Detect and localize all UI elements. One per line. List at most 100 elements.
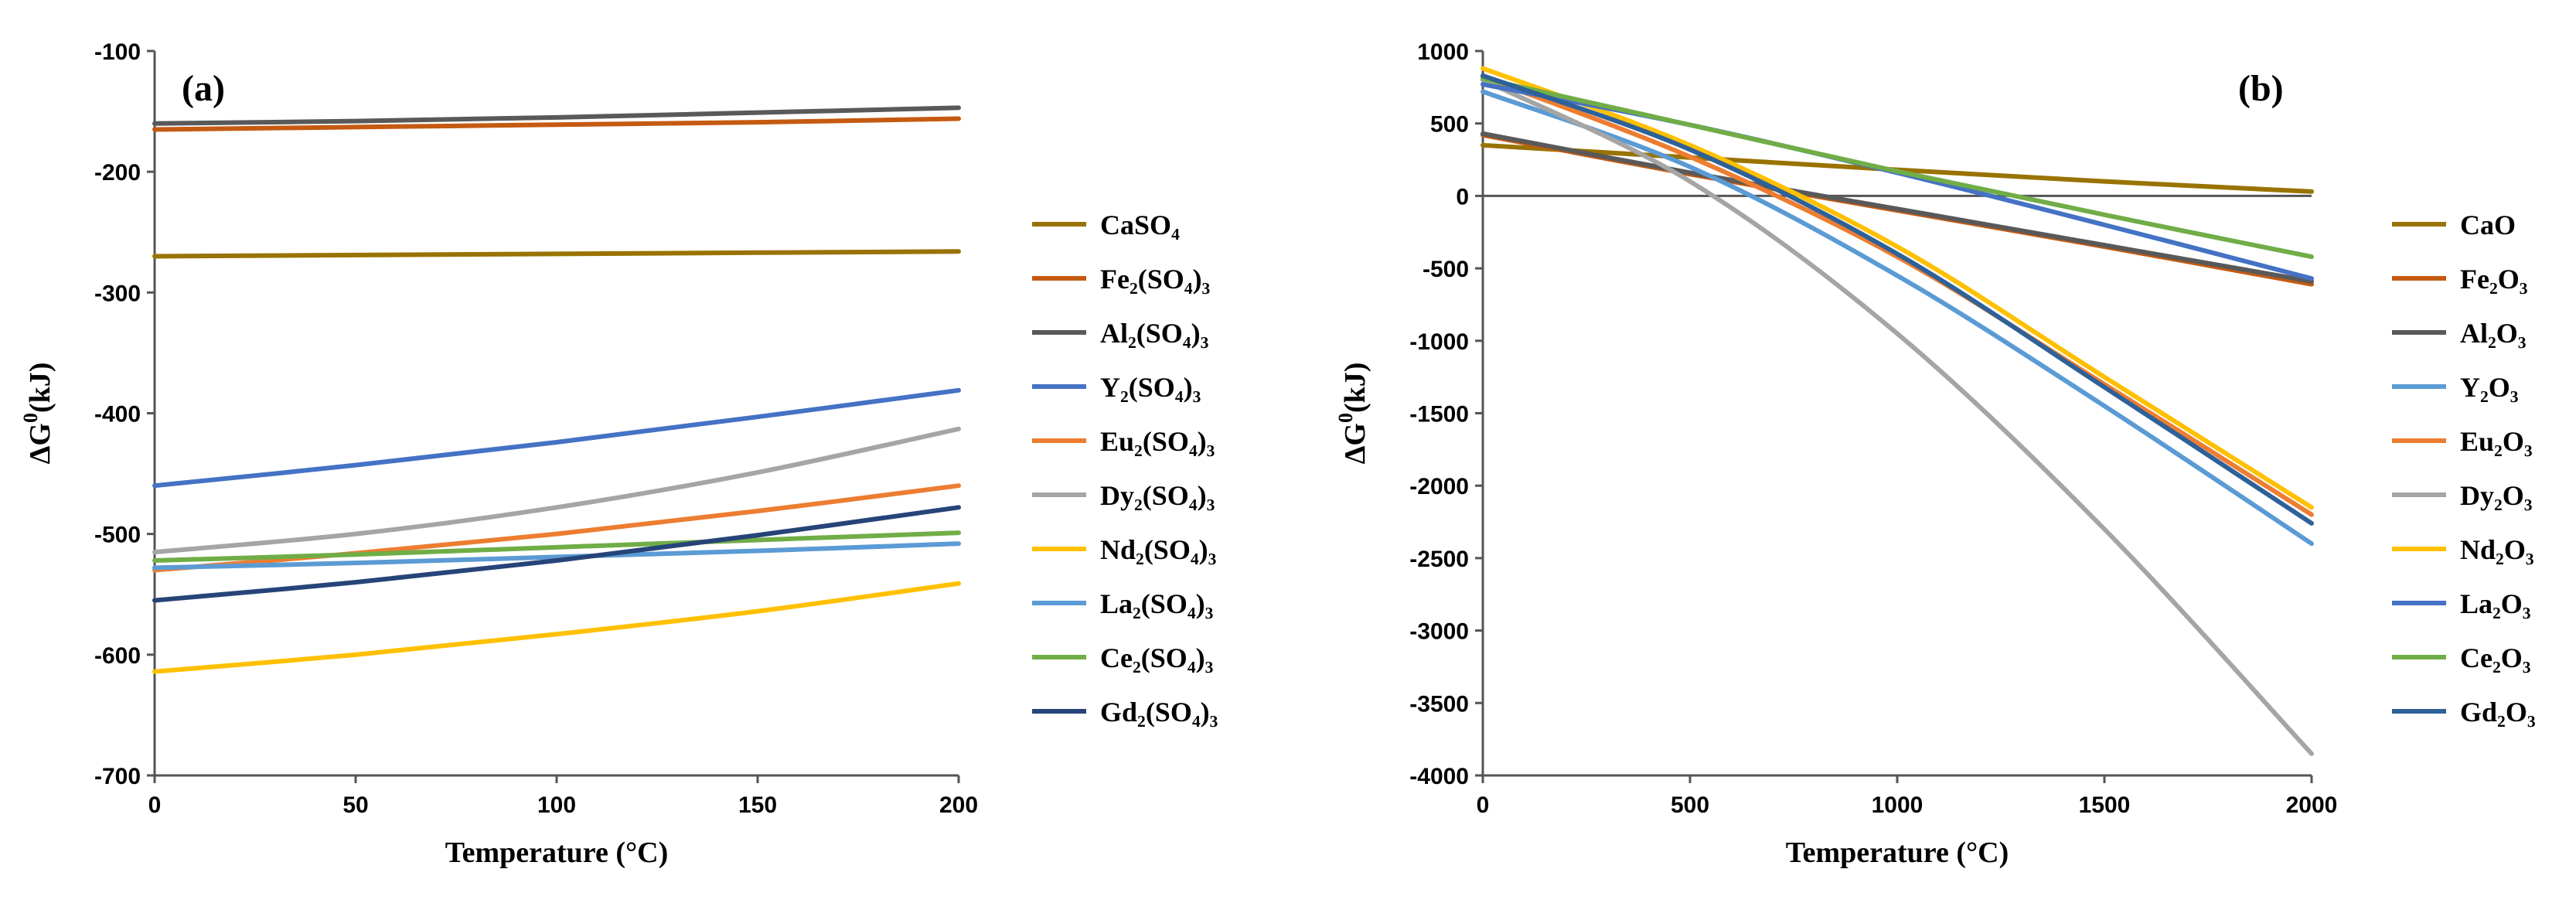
legend-item: Al₂O₃ bbox=[2392, 318, 2527, 349]
legend-label: Ce₂O₃ bbox=[2460, 642, 2531, 673]
legend-item: Y₂(SO₄)₃ bbox=[1032, 372, 1201, 403]
legend-item: Nd₂O₃ bbox=[2392, 534, 2534, 565]
series-line-al2-so4-3 bbox=[152, 105, 961, 126]
legend-label: Eu₂O₃ bbox=[2460, 426, 2533, 457]
legend-item: Gd₂O₃ bbox=[2392, 697, 2536, 728]
legend-label: Al₂(SO₄)₃ bbox=[1100, 318, 1209, 349]
x-tick-label: 150 bbox=[738, 792, 777, 818]
y-tick-label: -4000 bbox=[1409, 764, 1469, 789]
y-tick-label: -400 bbox=[94, 402, 141, 428]
legend-label: Gd₂(SO₄)₃ bbox=[1100, 697, 1218, 728]
series-line-gd2o3 bbox=[1481, 73, 2314, 526]
y-tick-label: -2000 bbox=[1409, 474, 1469, 499]
legend-item: Nd₂(SO₄)₃ bbox=[1032, 534, 1217, 565]
x-tick-label: 2000 bbox=[2286, 792, 2338, 818]
series-line-nd2-so4-3 bbox=[152, 581, 961, 674]
axes-b: 1000 500 0 -500 -1000 -1500 -2000 -2500 -3000 -35… bbox=[1409, 39, 2337, 818]
y-tick-label: -500 bbox=[94, 523, 141, 548]
y-tick-label: 1000 bbox=[1417, 39, 1469, 65]
legend-item: Al₂(SO₄)₃ bbox=[1032, 318, 1209, 349]
x-tick-label: 0 bbox=[1477, 792, 1490, 818]
legend-item: Fe₂(SO₄)₃ bbox=[1032, 264, 1211, 295]
series-line-caso4 bbox=[152, 249, 961, 259]
legend-item: Y₂O₃ bbox=[2392, 372, 2519, 403]
legend-label: La₂O₃ bbox=[2460, 588, 2531, 619]
legend-b: CaO Fe₂O₃ Al₂O₃ Y₂O₃ Eu₂O₃ Dy₂O₃ Nd₂O₃ La₂O₃ Ce₂… bbox=[2392, 210, 2536, 728]
legend-item: Ce₂O₃ bbox=[2392, 642, 2531, 673]
series-line-fe2-so4-3 bbox=[152, 116, 961, 132]
legend-label: Ce₂(SO₄)₃ bbox=[1100, 642, 1214, 673]
legend-label: Fe₂(SO₄)₃ bbox=[1100, 264, 1211, 295]
legend-item: Eu₂(SO₄)₃ bbox=[1032, 426, 1215, 457]
legend-item: CaO bbox=[2392, 210, 2516, 240]
series-line-dy2o3 bbox=[1481, 77, 2314, 756]
legend-label: La₂(SO₄)₃ bbox=[1100, 588, 1214, 619]
legend-label: Al₂O₃ bbox=[2460, 318, 2527, 349]
legend-item: Ce₂(SO₄)₃ bbox=[1032, 642, 1214, 673]
legend-label: CaSO₄ bbox=[1100, 210, 1180, 240]
x-tick-label: 1000 bbox=[1872, 792, 1923, 818]
series-line-nd2o3 bbox=[1481, 66, 2314, 510]
series-line-cao bbox=[1481, 142, 2314, 194]
y-tick-label: -3500 bbox=[1409, 691, 1469, 717]
legend-a: CaSO₄ Fe₂(SO₄)₃ Al₂(SO₄)₃ Y₂(SO₄)₃ Eu₂(SO₄)₃… bbox=[1032, 210, 1218, 728]
y-tick-label: -1500 bbox=[1409, 402, 1469, 428]
series-line-ce2-so4-3 bbox=[152, 530, 961, 564]
x-tick-label: 0 bbox=[148, 792, 162, 818]
y-tick-label: -2500 bbox=[1409, 547, 1469, 572]
x-tick-label: 50 bbox=[342, 792, 368, 818]
legend-item: CaSO₄ bbox=[1032, 210, 1180, 240]
x-tick-label: 100 bbox=[537, 792, 576, 818]
series-group bbox=[1481, 66, 2314, 756]
panel-label-a: (a) bbox=[182, 68, 225, 109]
series-line-la2-so4-3 bbox=[152, 541, 961, 571]
legend-label: CaO bbox=[2460, 210, 2516, 240]
legend-label: Gd₂O₃ bbox=[2460, 697, 2536, 728]
legend-label: Dy₂O₃ bbox=[2460, 480, 2533, 511]
legend-item: Eu₂O₃ bbox=[2392, 426, 2533, 457]
y-tick-label: -3000 bbox=[1409, 619, 1469, 645]
x-axis-title: Temperature (°C) bbox=[445, 837, 669, 869]
y-tick-label: 500 bbox=[1430, 112, 1469, 138]
axes-a: -100 -200 -300 -400 -500 -600 -700 0 50 100 150 200 bbox=[94, 39, 978, 818]
legend-item: Dy₂O₃ bbox=[2392, 480, 2533, 511]
legend-item: Fe₂O₃ bbox=[2392, 264, 2528, 295]
y-tick-label: -300 bbox=[94, 281, 141, 306]
legend-label: Y₂O₃ bbox=[2460, 372, 2519, 403]
y-tick-label: -1000 bbox=[1409, 329, 1469, 355]
x-tick-label: 1500 bbox=[2079, 792, 2131, 818]
legend-label: Fe₂O₃ bbox=[2460, 264, 2528, 295]
legend-label: Nd₂(SO₄)₃ bbox=[1100, 534, 1217, 565]
y-axis-title: ΔG0(kJ) bbox=[19, 363, 56, 465]
y-tick-label: -600 bbox=[94, 643, 141, 669]
series-line-eu2o3 bbox=[1481, 74, 2314, 517]
series-group bbox=[152, 105, 961, 674]
panel-a-chart: -100 -200 -300 -400 -500 -600 -700 0 50 100 150 200… bbox=[19, 39, 1218, 869]
series-line-dy2-so4-3 bbox=[152, 426, 961, 555]
series-line-y2o3 bbox=[1481, 89, 2314, 547]
legend-label: Nd₂O₃ bbox=[2460, 534, 2534, 565]
series-line-eu2-so4-3 bbox=[152, 483, 961, 573]
legend-item: La₂(SO₄)₃ bbox=[1032, 588, 1214, 619]
legend-label: Eu₂(SO₄)₃ bbox=[1100, 426, 1215, 457]
x-tick-label: 500 bbox=[1671, 792, 1709, 818]
panel-label-b: (b) bbox=[2238, 68, 2284, 109]
series-line-y2-so4-3 bbox=[152, 387, 961, 489]
legend-label: Dy₂(SO₄)₃ bbox=[1100, 480, 1215, 511]
y-tick-label: -100 bbox=[94, 39, 141, 65]
y-tick-label: -500 bbox=[1423, 257, 1469, 282]
legend-item: La₂O₃ bbox=[2392, 588, 2531, 619]
y-tick-label: -200 bbox=[94, 160, 141, 186]
legend-item: Gd₂(SO₄)₃ bbox=[1032, 697, 1218, 728]
series-line-ce2o3 bbox=[1481, 76, 2314, 260]
x-tick-label: 200 bbox=[939, 792, 978, 818]
legend-label: Y₂(SO₄)₃ bbox=[1100, 372, 1201, 403]
x-axis-title: Temperature (°C) bbox=[1786, 837, 2009, 869]
legend-item: Dy₂(SO₄)₃ bbox=[1032, 480, 1215, 511]
y-tick-label: 0 bbox=[1456, 184, 1469, 210]
series-line-al2o3 bbox=[1481, 131, 2314, 284]
panel-b-chart: 1000 500 0 -500 -1000 -1500 -2000 -2500 -3000 -35… bbox=[1334, 39, 2536, 869]
y-tick-label: -700 bbox=[94, 764, 141, 789]
y-axis-title: ΔG0(kJ) bbox=[1334, 363, 1371, 465]
